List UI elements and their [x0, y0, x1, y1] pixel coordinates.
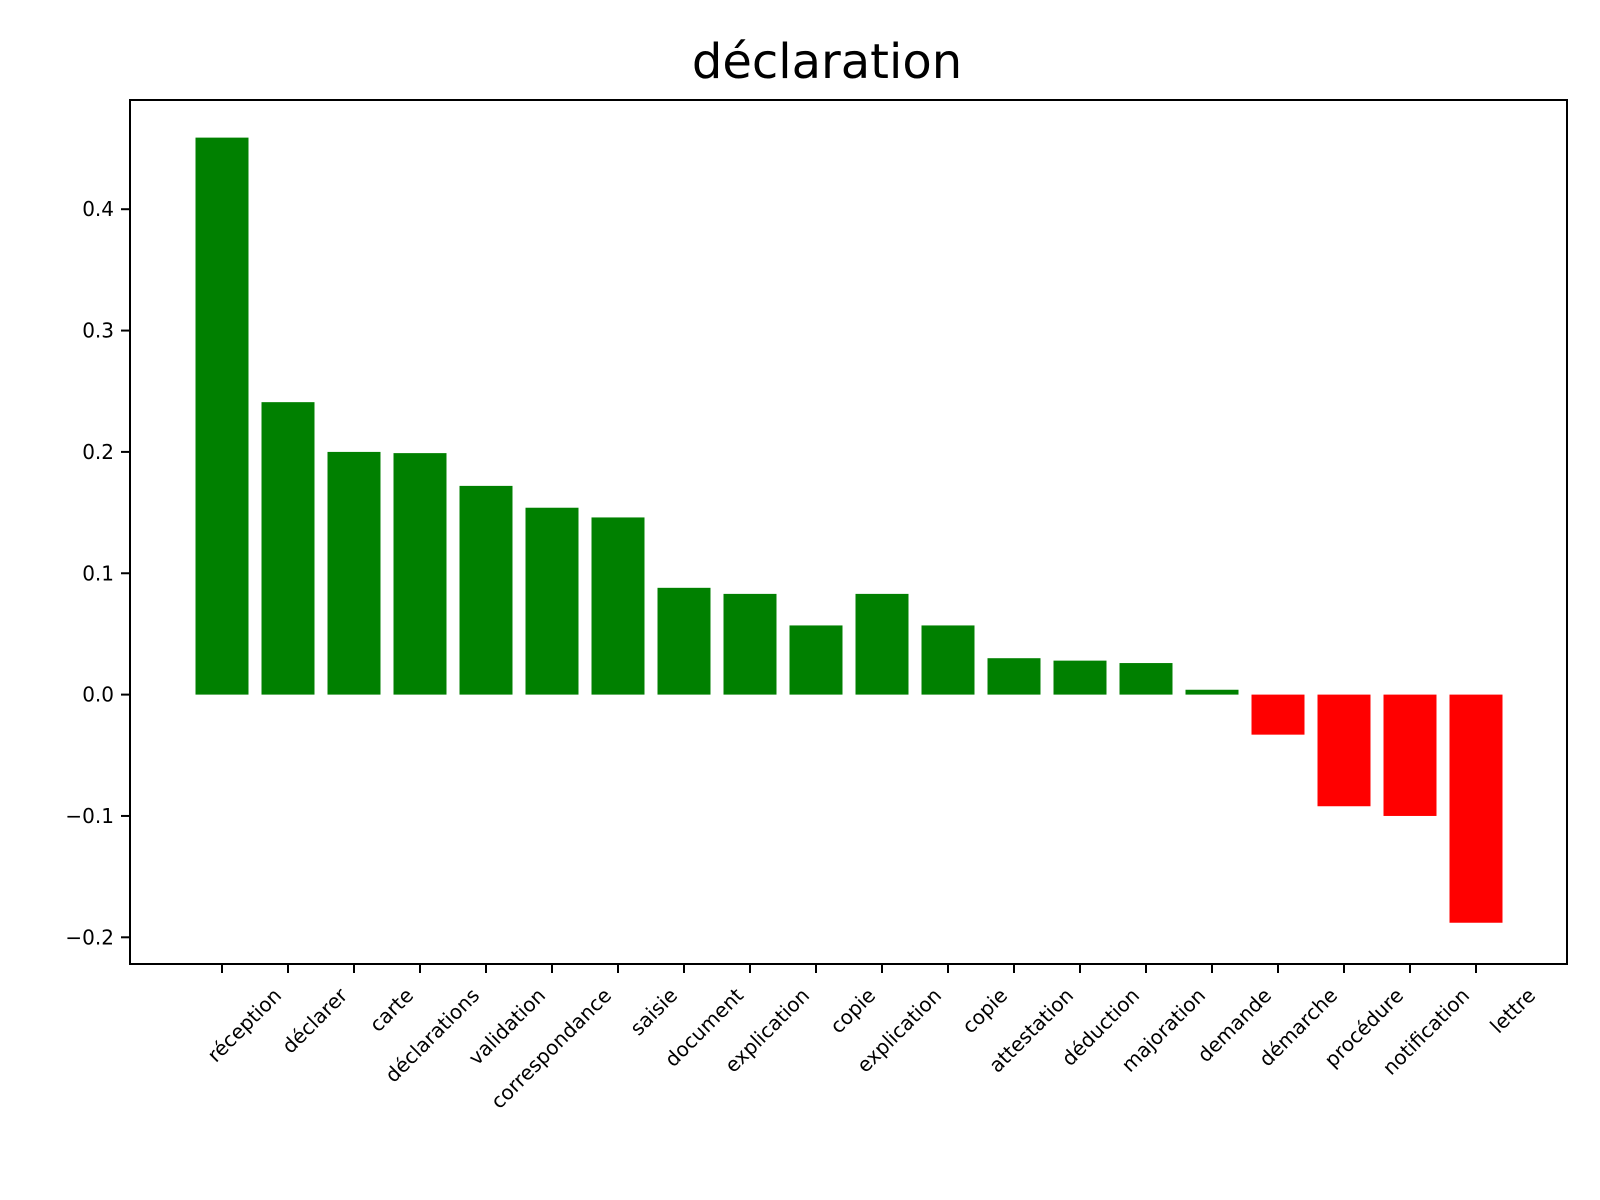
bar [789, 625, 843, 695]
x-tick-label: lettre [1485, 983, 1540, 1038]
x-tick-label: copie [825, 983, 880, 1038]
chart-title: déclaration [692, 34, 962, 90]
bar [591, 517, 645, 695]
bar [723, 593, 777, 695]
bar [987, 658, 1041, 695]
bar [327, 451, 381, 695]
y-tick-label: −0.2 [65, 925, 114, 949]
bar [855, 593, 909, 695]
bar [261, 402, 315, 695]
bar [459, 485, 513, 695]
x-tick-label: carte [365, 983, 418, 1036]
y-tick-label: 0.0 [82, 683, 114, 707]
x-tick-label: déclarer [277, 983, 353, 1059]
bar [195, 137, 249, 695]
bar [921, 625, 975, 695]
bar [1449, 694, 1503, 923]
x-tick-label: copie [957, 983, 1012, 1038]
x-tick-label: correspondance [486, 983, 616, 1113]
bar [393, 453, 447, 695]
bar [1185, 689, 1239, 695]
bar [1317, 694, 1371, 807]
bar [525, 507, 579, 695]
bar [1383, 694, 1437, 816]
x-tick-label: saisie [625, 983, 682, 1040]
plot-frame [129, 99, 1568, 965]
x-tick-label: réception [202, 983, 286, 1067]
y-tick-label: 0.3 [82, 319, 114, 343]
y-tick-label: 0.1 [82, 561, 114, 585]
y-tick-label: 0.4 [82, 197, 114, 221]
bar [1053, 660, 1107, 695]
y-tick-label: −0.1 [65, 804, 114, 828]
bar [1251, 694, 1305, 735]
bars-layer [195, 137, 1503, 923]
bar [1119, 663, 1173, 695]
y-axis: −0.2 −0.1 0.0 0.1 0.2 0.3 0.4 [65, 197, 130, 949]
y-tick-label: 0.2 [82, 440, 114, 464]
bar [657, 587, 711, 695]
